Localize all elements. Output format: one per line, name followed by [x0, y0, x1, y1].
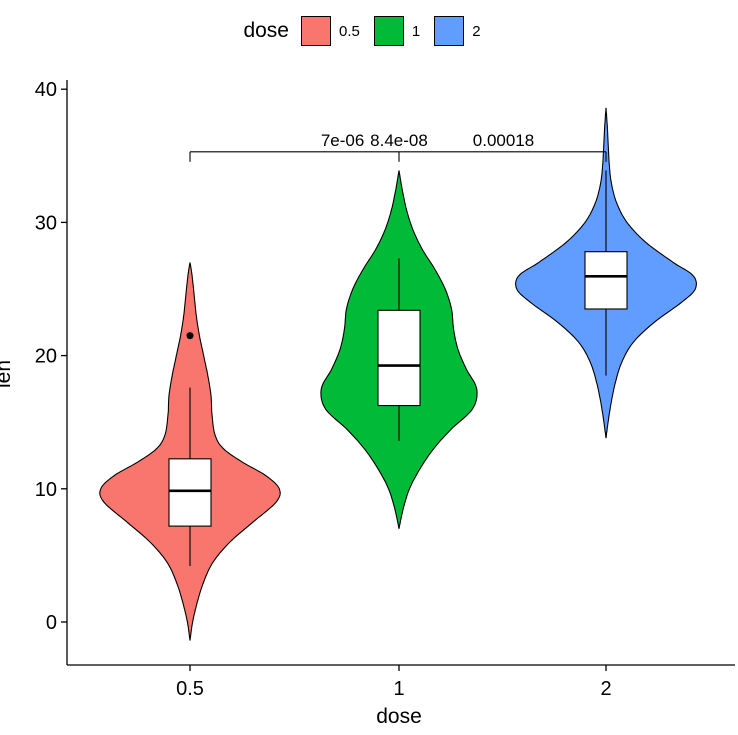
legend: dose 0.5 1 2: [0, 14, 738, 48]
y-tick-label-10: 10: [35, 479, 57, 501]
box-1: [377, 309, 421, 407]
outlier-0.5-0: [186, 332, 194, 340]
legend-label-0.5: 0.5: [339, 22, 360, 40]
legend-key-2: [434, 16, 465, 46]
legend-key-0.5: [301, 16, 331, 46]
legend-item-0.5: 0.5: [301, 16, 360, 46]
legend-key-1: [373, 16, 404, 46]
p-value-label-1: 8.4e-08: [370, 131, 428, 150]
y-axis-title: len: [0, 359, 16, 389]
y-tick-label-20: 20: [35, 346, 57, 368]
box-2: [584, 251, 628, 310]
y-tick-label-0: 0: [46, 612, 57, 634]
x-tick-label-0.5: 0.5: [176, 678, 204, 700]
y-tick-label-30: 30: [35, 212, 57, 234]
x-tick-label-1: 1: [393, 678, 404, 700]
p-value-label-2: 0.00018: [473, 131, 534, 150]
x-tick-label-2: 2: [600, 678, 611, 700]
box-0.5: [168, 458, 212, 527]
y-tick-label-40: 40: [35, 79, 57, 101]
legend-item-1: 1: [373, 16, 421, 46]
legend-label-2: 2: [472, 22, 481, 40]
x-axis-title: dose: [376, 705, 422, 728]
p-value-label-0: 7e-06: [321, 131, 364, 150]
legend-title: dose: [243, 19, 289, 42]
legend-label-1: 1: [411, 22, 421, 40]
legend-item-2: 2: [434, 16, 481, 46]
